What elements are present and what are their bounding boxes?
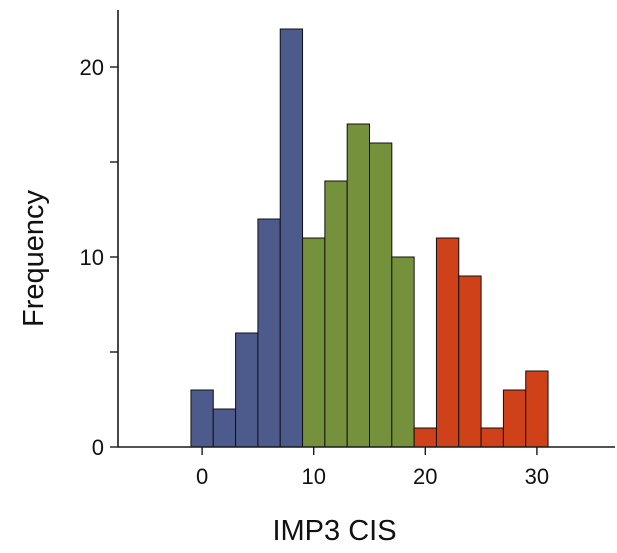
histogram-bar-6 [325, 181, 347, 447]
histogram-bar-15 [526, 371, 548, 447]
histogram-bar-14 [503, 390, 525, 447]
y-axis-ticks: 0 10 20 [80, 55, 118, 460]
histogram-bar-0 [191, 390, 213, 447]
histogram-bar-4 [280, 29, 302, 447]
histogram-bar-12 [459, 276, 481, 447]
histogram-bar-1 [213, 409, 235, 447]
histogram-bar-9 [392, 257, 414, 447]
x-axis-ticks: 0 10 20 30 [196, 447, 549, 489]
histogram-bar-7 [347, 124, 369, 447]
x-axis-title: IMP3 CIS [272, 515, 396, 547]
histogram-bar-10 [414, 428, 436, 447]
x-tick-label-3: 30 [525, 464, 549, 489]
x-tick-label-0: 0 [196, 464, 208, 489]
y-axis-title: Frequency [18, 189, 50, 327]
y-tick-label-0: 0 [92, 435, 104, 460]
y-tick-label-2: 10 [80, 245, 104, 270]
x-tick-label-1: 10 [301, 464, 325, 489]
histogram-bar-8 [370, 143, 392, 447]
histogram-bar-3 [258, 219, 280, 447]
histogram-bar-5 [303, 238, 325, 447]
histogram-bars [191, 29, 548, 447]
histogram-bar-2 [236, 333, 258, 447]
histogram-bar-11 [436, 238, 458, 447]
histogram-bar-13 [481, 428, 503, 447]
y-tick-label-4: 20 [80, 55, 104, 80]
x-tick-label-2: 20 [413, 464, 437, 489]
